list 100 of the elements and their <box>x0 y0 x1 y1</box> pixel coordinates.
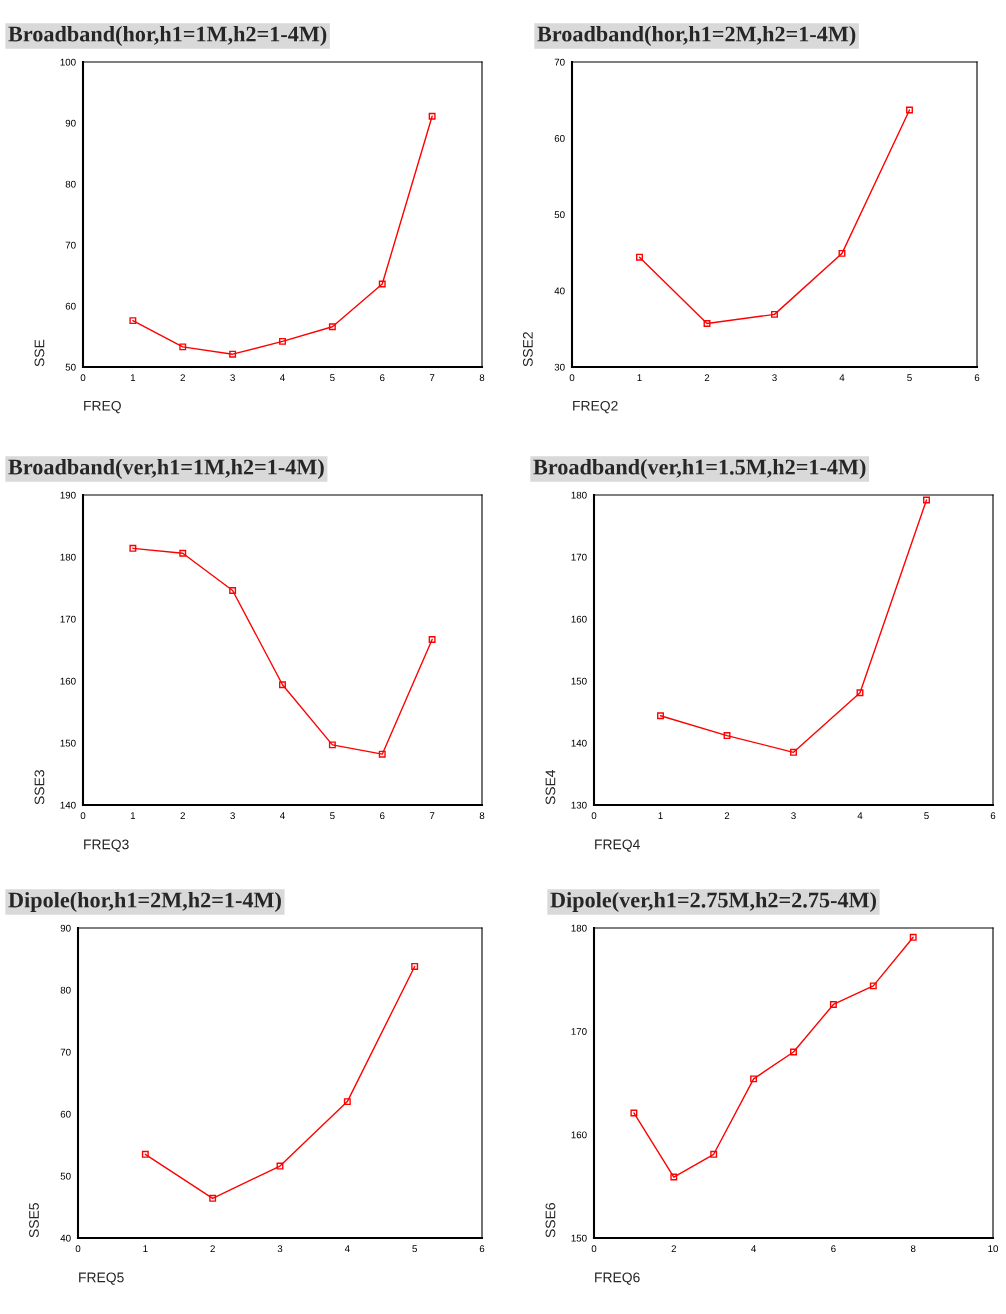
x-tick-label: 3 <box>230 374 235 382</box>
x-tick-label: 6 <box>990 812 996 820</box>
x-axis-title: FREQ3 <box>84 839 129 852</box>
y-tick-label: 150 <box>571 1234 587 1242</box>
x-tick-label: 5 <box>924 812 929 820</box>
point <box>328 741 336 749</box>
x-tick-label: 8 <box>910 1245 916 1253</box>
x-tick-label: 1 <box>658 812 663 819</box>
x-tick-label: 2 <box>180 812 185 819</box>
y-tick-label: 70 <box>554 58 565 66</box>
chart-title: Dipole(hor,h1=2M,h2=1-4M) <box>8 891 281 913</box>
x-tick-label: 4 <box>280 812 285 819</box>
point <box>923 496 930 504</box>
x-tick-label: 4 <box>857 812 863 819</box>
y-tick-label: 130 <box>571 801 587 809</box>
x-tick-label: 2 <box>704 374 710 381</box>
point <box>129 317 137 325</box>
y-tick-label: 90 <box>65 119 76 127</box>
x-tick-label: 0 <box>80 374 86 382</box>
y-tick-label: 90 <box>60 924 71 932</box>
y-axis-title: SSE5 <box>29 1203 39 1238</box>
x-tick-label: 1 <box>637 374 642 381</box>
point <box>411 962 419 970</box>
y-tick-label: 50 <box>65 363 76 371</box>
x-axis-title: FREQ4 <box>595 839 640 852</box>
point <box>771 310 778 318</box>
y-tick-label: 50 <box>554 211 565 219</box>
y-tick-label: 170 <box>60 615 76 623</box>
x-tick-label: 0 <box>591 812 597 820</box>
x-tick-label: 6 <box>974 374 980 382</box>
point <box>750 1075 758 1083</box>
y-tick-label: 150 <box>60 739 76 747</box>
point <box>869 982 877 990</box>
x-tick-label: 4 <box>839 374 845 381</box>
x-tick-label: 2 <box>180 374 185 381</box>
point <box>378 750 386 758</box>
x-axis-title: FREQ6 <box>595 1272 640 1285</box>
x-tick-label: 5 <box>907 374 912 382</box>
line-series <box>657 496 930 756</box>
y-tick-label: 50 <box>60 1172 71 1180</box>
chart-title: Dipole(ver,h1=2.75M,h2=2.75-4M) <box>550 891 876 913</box>
x-tick-label: 3 <box>230 812 235 820</box>
point <box>279 337 286 345</box>
point <box>790 748 797 756</box>
point <box>141 1150 149 1158</box>
point <box>179 549 187 557</box>
x-tick-label: 7 <box>429 812 435 819</box>
x-tick-label: 5 <box>330 374 335 382</box>
x-axis-title: FREQ <box>84 400 121 414</box>
point <box>670 1173 678 1181</box>
point <box>129 544 137 552</box>
point <box>328 323 336 331</box>
y-tick-label: 160 <box>571 615 587 623</box>
x-axis-title: FREQ2 <box>573 400 618 414</box>
x-tick-label: 1 <box>130 374 136 381</box>
y-tick-label: 160 <box>60 677 76 685</box>
y-tick-label: 160 <box>571 1131 587 1139</box>
x-tick-label: 4 <box>280 374 285 381</box>
y-axis-title: SSE3 <box>34 770 45 805</box>
x-tick-label: 3 <box>277 1245 283 1253</box>
point <box>378 280 386 288</box>
x-tick-label: 3 <box>772 374 777 382</box>
x-tick-label: 0 <box>75 1245 81 1253</box>
chart-title: Broadband(ver,h1=1.5M,h2=1-4M) <box>533 458 866 480</box>
x-tick-label: 2 <box>671 1245 677 1252</box>
x-tick-label: 6 <box>380 812 385 820</box>
y-tick-label: 170 <box>571 553 587 561</box>
x-tick-label: 8 <box>479 374 485 382</box>
x-tick-label: 6 <box>380 374 385 382</box>
y-tick-label: 40 <box>60 1234 71 1242</box>
x-tick-label: 3 <box>791 812 796 820</box>
x-tick-label: 0 <box>569 374 575 382</box>
x-tick-label: 1 <box>130 812 136 819</box>
point <box>838 249 846 257</box>
point <box>279 681 286 689</box>
x-tick-label: 2 <box>210 1245 215 1252</box>
point <box>276 1162 284 1170</box>
point <box>710 1150 718 1158</box>
y-tick-label: 100 <box>60 58 76 66</box>
y-tick-label: 60 <box>60 1110 71 1118</box>
point <box>636 253 643 261</box>
point <box>703 320 711 328</box>
y-tick-label: 140 <box>571 739 587 747</box>
point <box>906 106 913 114</box>
y-axis-title: SSE <box>34 339 45 367</box>
x-tick-label: 8 <box>479 812 485 820</box>
y-tick-label: 150 <box>571 677 587 685</box>
point <box>209 1194 217 1202</box>
y-tick-label: 180 <box>571 924 587 932</box>
point <box>179 343 187 351</box>
x-tick-label: 2 <box>724 812 730 819</box>
y-tick-label: 190 <box>60 491 76 499</box>
x-tick-label: 7 <box>429 374 435 381</box>
y-tick-label: 180 <box>571 491 587 499</box>
chart-title: Broadband(hor,h1=1M,h2=1-4M) <box>8 25 327 47</box>
y-tick-label: 80 <box>65 180 76 188</box>
point <box>428 635 436 643</box>
y-tick-label: 80 <box>60 986 71 994</box>
x-tick-label: 1 <box>143 1245 148 1252</box>
point <box>229 350 237 358</box>
